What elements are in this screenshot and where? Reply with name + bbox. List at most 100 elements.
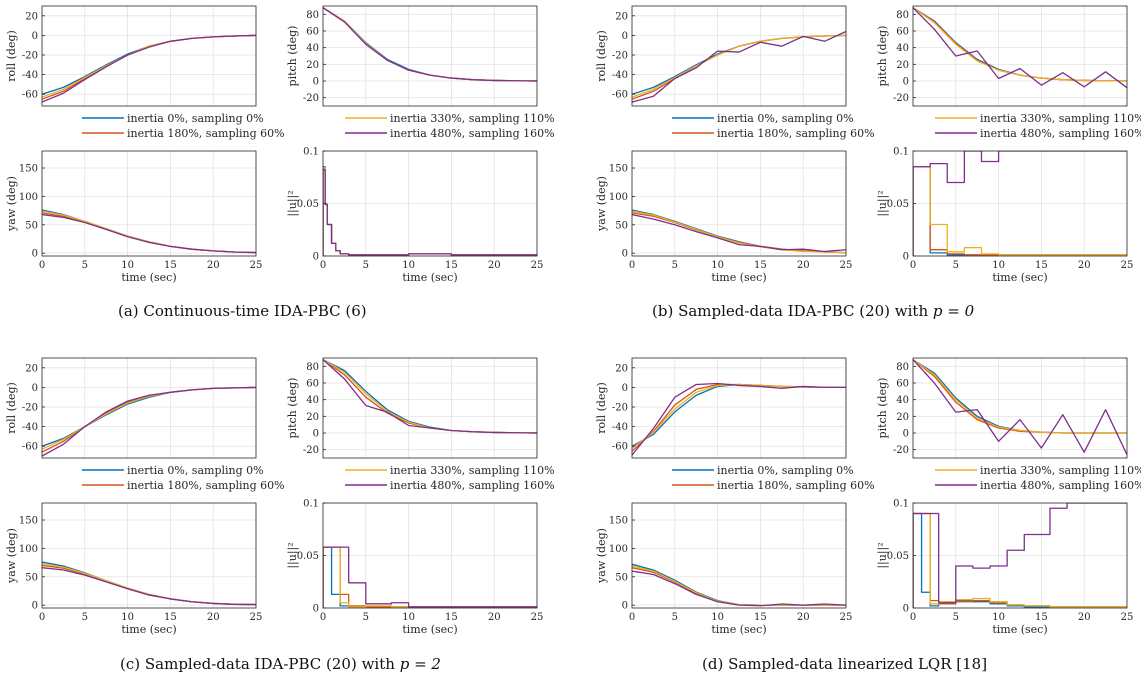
y-axis-label: pitch (deg) <box>286 26 299 87</box>
y-tick-label: 0 <box>903 77 909 88</box>
series-group <box>913 359 1127 455</box>
y-tick-label: 0 <box>903 604 909 615</box>
axes-box <box>912 357 1128 459</box>
series-group <box>323 359 537 434</box>
panel-c-yaw: 0 50 100 150 0 5 10 15 20 25 time (sec) yaw (deg) <box>5 502 263 636</box>
x-axis-label: time (sec) <box>121 623 176 636</box>
legend-entry-1: inertia 330%, sampling 110% <box>980 464 1141 477</box>
y-tick-label: 60 <box>306 379 319 390</box>
x-tick-label: 20 <box>797 612 810 623</box>
series-line-3 <box>632 382 846 456</box>
panel-c-roll: -60 -40 -20 0 20 roll (deg) <box>5 357 257 459</box>
y-tick-label: -20 <box>893 93 909 104</box>
series-group <box>632 382 846 456</box>
legend-entry-3: inertia 480%, sampling 160% <box>980 127 1141 140</box>
axes-background <box>913 358 1127 458</box>
y-axis-label: roll (deg) <box>5 30 18 82</box>
y-tick-label: 100 <box>19 192 38 203</box>
y-tick-label: 0 <box>32 249 38 260</box>
y-tick-label: -60 <box>612 442 628 453</box>
panel-c-pitch: -20 0 20 40 60 80 pitch (deg) <box>286 357 538 459</box>
series-line-3 <box>42 34 256 103</box>
x-tick-label: 0 <box>910 612 916 623</box>
axes-box <box>41 357 257 459</box>
panel-b-pitch: -20 0 20 40 60 80 pitch (deg) <box>876 5 1128 107</box>
legend-entry-0: inertia 0%, sampling 0% <box>717 112 854 125</box>
y-tick-label: 0 <box>313 252 319 263</box>
y-tick-label: 150 <box>609 164 628 175</box>
y-axis-label: ||u||² <box>876 542 890 568</box>
x-tick-label: 25 <box>1121 612 1134 623</box>
series-line-3 <box>632 30 846 103</box>
y-axis-label: roll (deg) <box>595 382 608 434</box>
y-tick-label: 0 <box>622 31 628 42</box>
x-tick-label: 25 <box>250 260 263 271</box>
x-axis-label: time (sec) <box>992 271 1047 284</box>
y-tick-label: -40 <box>22 70 38 81</box>
y-tick-label: 0 <box>32 31 38 42</box>
series-group <box>913 7 1127 89</box>
panel-d-pitch: -20 0 20 40 60 80 pitch (deg) <box>876 357 1128 459</box>
x-tick-label: 0 <box>320 612 326 623</box>
panel-a-u: 0 0.05 0.1 0 5 10 15 20 25 time (sec) ||u||² <box>286 147 543 285</box>
axes-background <box>632 358 846 458</box>
series-line-3 <box>323 169 537 256</box>
axes-background <box>323 358 537 458</box>
legend-entry-2: inertia 180%, sampling 60% <box>717 479 875 492</box>
caption-d: (d) Sampled-data linearized LQR [18] <box>702 655 988 673</box>
x-tick-label: 5 <box>953 260 959 271</box>
axes-box <box>322 357 538 459</box>
y-tick-label: 0 <box>903 429 909 440</box>
legend-entry-1: inertia 330%, sampling 110% <box>390 464 555 477</box>
series-group <box>323 546 537 608</box>
legend-c: inertia 0%, sampling 0% inertia 330%, sam… <box>82 464 555 492</box>
y-tick-label: 50 <box>615 572 628 583</box>
x-tick-label: 5 <box>672 612 678 623</box>
caption-c-text: (c) Sampled-data IDA-PBC (20) with <box>120 655 400 673</box>
y-tick-label: 80 <box>306 10 319 21</box>
legend-entry-2: inertia 180%, sampling 60% <box>717 127 875 140</box>
series-group <box>632 563 846 607</box>
x-tick-label: 25 <box>840 260 853 271</box>
series-line-3 <box>323 7 537 82</box>
x-tick-label: 0 <box>910 260 916 271</box>
legend-entry-3: inertia 480%, sampling 160% <box>390 479 555 492</box>
x-tick-label: 20 <box>488 612 501 623</box>
x-tick-label: 25 <box>250 612 263 623</box>
series-group <box>913 503 1127 608</box>
y-axis-label: ||u||² <box>876 190 890 216</box>
legend-entry-0: inertia 0%, sampling 0% <box>127 112 264 125</box>
y-tick-label: -20 <box>22 403 38 414</box>
y-tick-label: 20 <box>306 412 319 423</box>
x-tick-label: 10 <box>992 260 1005 271</box>
y-tick-label: 50 <box>25 572 38 583</box>
y-tick-label: 0.1 <box>303 147 319 158</box>
series-line-1 <box>913 7 1127 82</box>
y-axis-label: pitch (deg) <box>876 378 889 439</box>
x-tick-label: 0 <box>320 260 326 271</box>
series-group <box>323 7 537 82</box>
x-tick-label: 10 <box>121 612 134 623</box>
y-axis-label: ||u||² <box>286 190 300 216</box>
y-tick-label: -20 <box>303 93 319 104</box>
axes-background <box>42 358 256 458</box>
y-tick-label: 150 <box>19 164 38 175</box>
legend-entry-2: inertia 180%, sampling 60% <box>127 127 285 140</box>
series-line-1 <box>913 359 1127 434</box>
x-axis-label: time (sec) <box>121 271 176 284</box>
x-tick-label: 25 <box>531 612 544 623</box>
axes-box <box>631 357 847 459</box>
y-tick-label: 0.1 <box>303 499 319 510</box>
x-tick-label: 5 <box>672 260 678 271</box>
series-group <box>42 209 256 254</box>
chart-c: -60 -40 -20 0 20 roll (deg) -20 0 20 40 60 80 pitch … <box>5 357 555 636</box>
y-tick-label: 40 <box>306 395 319 406</box>
axes-background <box>42 503 256 608</box>
x-tick-label: 10 <box>402 260 415 271</box>
y-tick-label: 0.05 <box>297 199 319 210</box>
chart-a: -60 -40 -20 0 20 roll (deg) -20 0 20 40 60 80 pitch … <box>5 5 555 285</box>
series-line-3 <box>42 213 256 254</box>
y-tick-label: 20 <box>896 412 909 423</box>
x-tick-label: 5 <box>363 612 369 623</box>
